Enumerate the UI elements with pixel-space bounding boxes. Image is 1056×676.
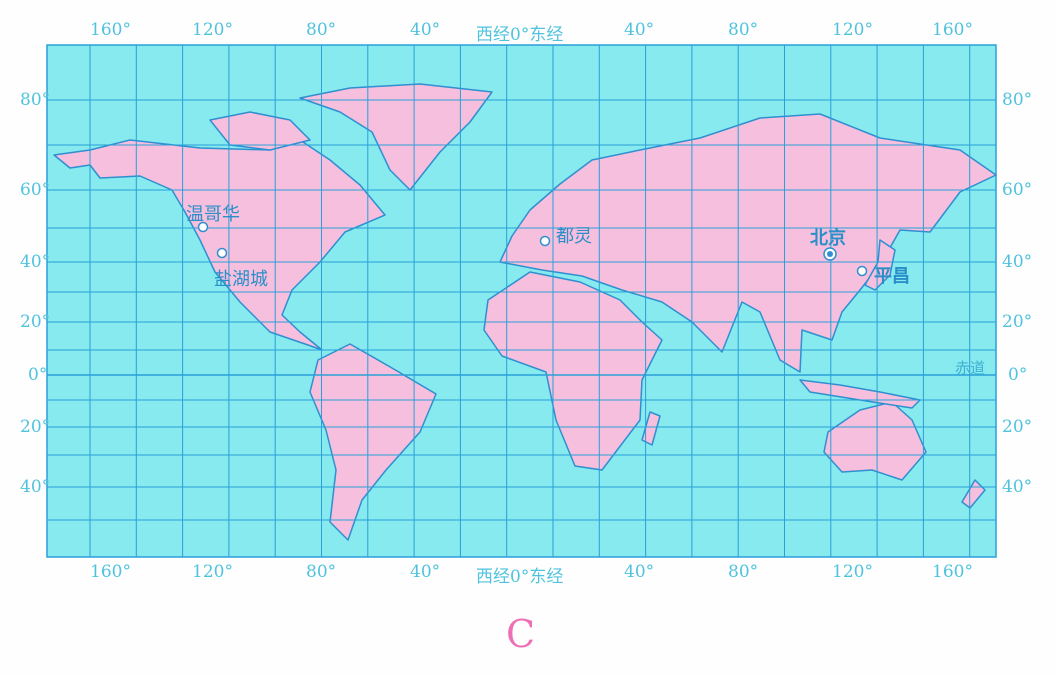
city-label-beijing: 北京 bbox=[810, 228, 846, 249]
lat-label: 40° bbox=[1002, 477, 1033, 497]
lat-label: 0° bbox=[1008, 365, 1028, 385]
prime-meridian-label: 西经0°东经 bbox=[476, 25, 564, 45]
city-marker-icon bbox=[856, 265, 868, 277]
prime-meridian-label: 西经0°东经 bbox=[476, 567, 564, 587]
lat-label: 40° bbox=[20, 252, 51, 272]
landmass-madagascar bbox=[641, 411, 661, 446]
city-marker-icon bbox=[216, 247, 228, 259]
city-label-salt-lake-city: 盐湖城 bbox=[214, 269, 268, 290]
equator-label: 赤道 bbox=[955, 359, 986, 377]
city-label-turin: 都灵 bbox=[556, 226, 592, 247]
lon-label: 40° bbox=[624, 20, 655, 40]
lat-label: 60° bbox=[20, 180, 51, 200]
lat-label: 40° bbox=[20, 477, 51, 497]
lat-label: 20° bbox=[20, 417, 51, 437]
landmass-greenland bbox=[299, 83, 493, 191]
lon-label: 80° bbox=[306, 562, 337, 582]
city-marker-icon bbox=[539, 235, 551, 247]
lat-label: 60° bbox=[1002, 180, 1033, 200]
lon-label: 40° bbox=[410, 20, 441, 40]
landmass-indonesia bbox=[799, 379, 921, 409]
city-marker-icon bbox=[197, 221, 209, 233]
lon-label: 80° bbox=[728, 20, 759, 40]
landmass-australia bbox=[823, 401, 927, 481]
lon-label: 40° bbox=[624, 562, 655, 582]
lon-label: 40° bbox=[410, 562, 441, 582]
lat-label: 40° bbox=[1002, 252, 1033, 272]
city-label-vancouver: 温哥华 bbox=[186, 204, 240, 225]
figure-letter: C bbox=[506, 612, 536, 656]
lon-label: 160° bbox=[90, 562, 131, 582]
lon-label: 160° bbox=[90, 20, 131, 40]
lon-label: 120° bbox=[832, 562, 873, 582]
city-label-pyeongchang: 平昌 bbox=[874, 266, 910, 287]
lon-label: 120° bbox=[192, 20, 233, 40]
lon-label: 160° bbox=[932, 562, 973, 582]
lat-label: 20° bbox=[1002, 417, 1033, 437]
lon-label: 80° bbox=[728, 562, 759, 582]
lon-label: 80° bbox=[306, 20, 337, 40]
lat-label: 80° bbox=[20, 90, 51, 110]
landmass-south-america bbox=[309, 343, 437, 541]
capital-marker-dot-icon bbox=[827, 251, 833, 257]
lat-label: 20° bbox=[20, 312, 51, 332]
lon-label: 120° bbox=[192, 562, 233, 582]
lat-label: 20° bbox=[1002, 312, 1033, 332]
lat-label: 80° bbox=[1002, 90, 1033, 110]
lat-label: 0° bbox=[28, 365, 48, 385]
lon-label: 160° bbox=[932, 20, 973, 40]
lon-label: 120° bbox=[832, 20, 873, 40]
